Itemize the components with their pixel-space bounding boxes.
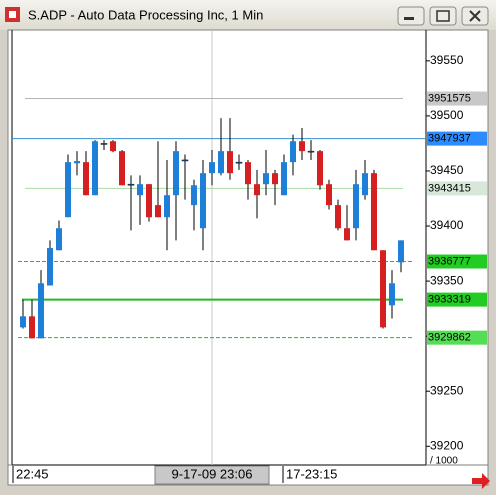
candle-body (299, 141, 305, 152)
level-tag (427, 254, 487, 269)
candle-body (191, 185, 197, 206)
candle-body (110, 141, 116, 152)
candle-body (56, 228, 62, 251)
candle-body (29, 316, 35, 339)
minimize-icon (404, 17, 414, 20)
y-tick-label: 39250 (430, 383, 464, 397)
level-tag-label: 3933319 (428, 294, 471, 306)
candle-body (263, 173, 269, 185)
candle-body (127, 183, 135, 186)
close-icon (469, 10, 481, 22)
candle-body (389, 283, 395, 306)
crosshair-time-box (154, 465, 270, 485)
level-tag (427, 292, 487, 307)
candle-body (146, 184, 152, 218)
level-tag-label: 3947937 (428, 133, 471, 145)
candle-body (398, 240, 404, 263)
y-tick-label: 39500 (430, 108, 464, 122)
y-tick-label: 39350 (430, 273, 464, 287)
candle-body (92, 141, 98, 196)
candle-body (380, 250, 386, 328)
candle-body (20, 316, 26, 328)
candle-body (100, 143, 108, 145)
level-tag-label: 3951575 (428, 92, 471, 104)
minimize-button[interactable] (397, 6, 425, 26)
candle-body (344, 228, 350, 241)
y-tick-label: 39550 (430, 53, 464, 67)
candle-body (281, 162, 287, 196)
candle-body (335, 205, 341, 229)
level-tag (427, 91, 487, 106)
candle-body (47, 248, 53, 286)
candle-body (326, 184, 332, 206)
window-title: S.ADP - Auto Data Processing Inc, 1 Min (28, 7, 263, 22)
candle-body (200, 173, 206, 229)
candle-body (181, 159, 189, 162)
candle-body (209, 162, 215, 174)
candle-body (65, 162, 71, 218)
candle-body (227, 151, 233, 174)
x-tick-label: 9-17-09 23:06 (172, 466, 253, 481)
candle-body (38, 283, 44, 339)
level-tag-label: 3929862 (428, 332, 471, 344)
x-tick-label: 22:45 (16, 466, 49, 481)
candle-body (235, 161, 243, 164)
level-tag (427, 330, 487, 345)
candle-body (254, 184, 260, 196)
level-tag-label: 3936777 (428, 255, 471, 267)
app-icon-inner (9, 11, 16, 18)
candle-body (245, 162, 251, 185)
chart-background (7, 29, 489, 467)
candle-body (218, 151, 224, 174)
maximize-icon (436, 10, 450, 22)
y-tick-label: 39400 (430, 218, 464, 232)
maximize-button[interactable] (429, 6, 457, 26)
candle-body (290, 141, 296, 163)
level-tag (427, 131, 487, 146)
candle-body (83, 162, 89, 196)
candle-body (317, 151, 323, 186)
candle-body (173, 151, 179, 196)
candle-body (272, 173, 278, 185)
candle-body (164, 195, 170, 218)
candle-body (307, 150, 315, 153)
candle-body (362, 173, 368, 196)
candle-body (137, 184, 143, 196)
level-tag-label: 3943415 (428, 182, 471, 194)
x-tick-label: 17-23:15 (286, 466, 337, 481)
scroll-arrow[interactable] (472, 473, 490, 489)
candle-body (371, 173, 377, 251)
y-tick-label: 39450 (430, 163, 464, 177)
candle-body (74, 161, 80, 164)
candle-body (353, 184, 359, 229)
candle-body (119, 151, 125, 186)
y-tick-label: 39200 (430, 438, 464, 452)
level-tag (427, 181, 487, 196)
candle-body (155, 205, 161, 218)
y-scale-note: / 1000 (430, 456, 458, 467)
